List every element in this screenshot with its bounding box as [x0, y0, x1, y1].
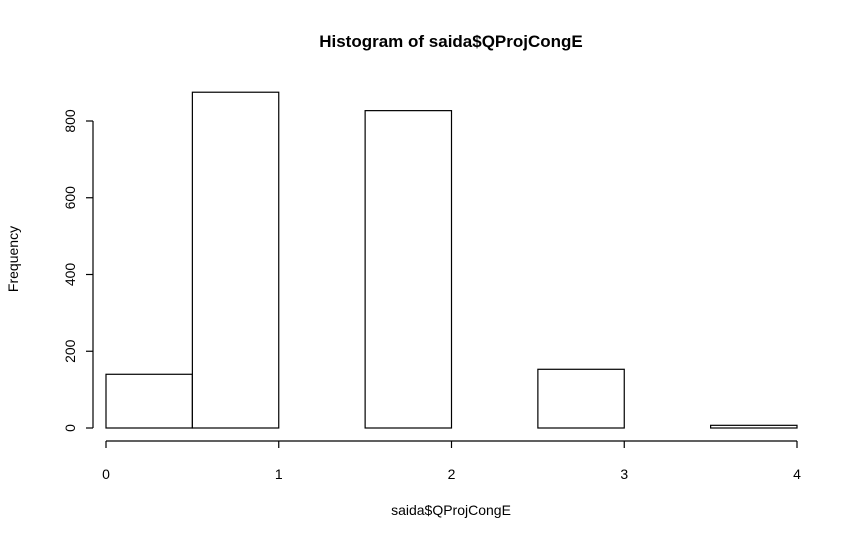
y-axis: 0 200 400 600 800 — [62, 109, 94, 432]
y-tick-label: 0 — [62, 424, 78, 432]
y-tick-label: 800 — [62, 109, 78, 133]
x-tick-label: 3 — [620, 466, 628, 482]
histogram-bar-0 — [105, 373, 193, 429]
x-tick-label: 0 — [102, 466, 110, 482]
x-tick-label: 1 — [275, 466, 283, 482]
histogram-bar-7 — [710, 424, 798, 429]
y-tick-label: 200 — [62, 339, 78, 363]
y-tick-label: 400 — [62, 263, 78, 287]
histogram-bar-5 — [537, 368, 625, 429]
x-tick-label: 4 — [793, 466, 801, 482]
bars-group — [105, 91, 798, 429]
chart-title: Histogram of saida$QProjCongE — [319, 32, 583, 51]
y-axis-label: Frequency — [5, 226, 21, 292]
x-axis-label: saida$QProjCongE — [391, 502, 511, 518]
y-tick-label: 600 — [62, 186, 78, 210]
histogram-bar-1 — [191, 91, 280, 429]
x-tick-label: 2 — [448, 466, 456, 482]
x-axis: 0 1 2 3 4 — [102, 440, 801, 482]
histogram-bar-3 — [364, 110, 453, 429]
